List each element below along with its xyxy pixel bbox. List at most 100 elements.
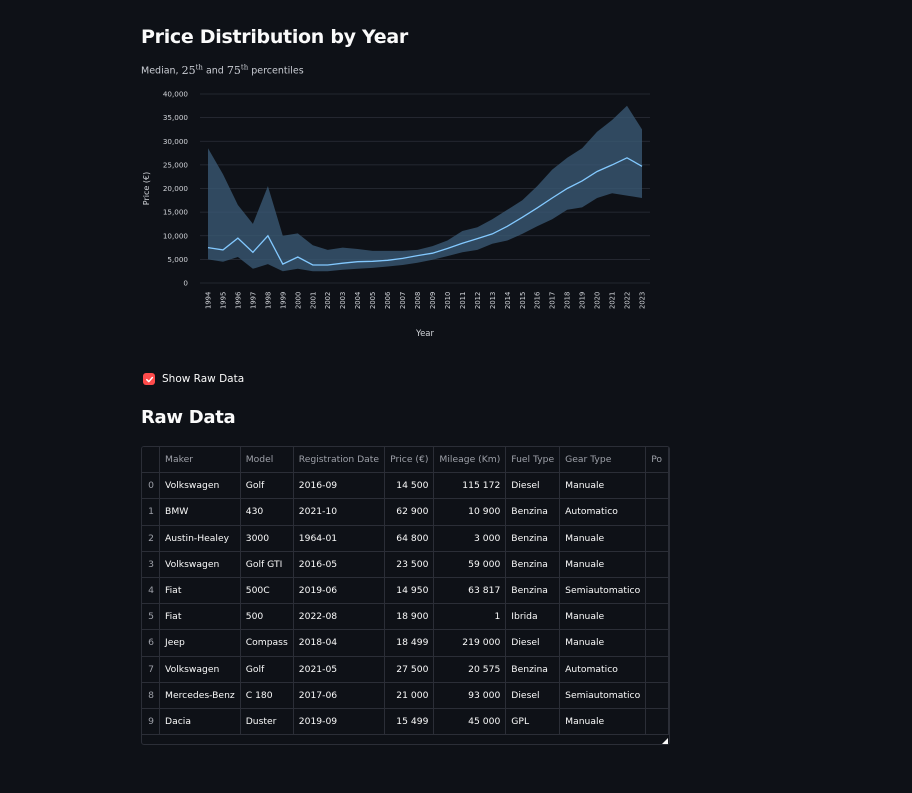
cell-registration-date[interactable]: 2018-04 [293,629,386,657]
col-header-power[interactable]: Po [645,447,669,474]
cell-mileage[interactable]: 3 000 [433,525,507,552]
cell-maker[interactable]: Volkswagen [159,472,241,500]
cell-maker[interactable]: Volkswagen [159,656,241,683]
row-index[interactable]: 7 [142,656,161,683]
cell-mileage[interactable]: 59 000 [433,551,507,578]
cell-power[interactable] [645,708,669,736]
cell-model[interactable]: 3000 [240,525,294,552]
row-index[interactable]: 9 [142,708,161,736]
cell-maker[interactable]: Jeep [159,629,241,657]
col-header-maker[interactable]: Maker [159,447,241,474]
table-row[interactable]: 3 Volkswagen Golf GTI 2016-05 23 500 59 000 Be… [142,551,669,578]
col-header-fuel-type[interactable]: Fuel Type [505,447,561,474]
cell-mileage[interactable]: 93 000 [433,682,507,709]
cell-model[interactable]: Golf [240,472,294,500]
cell-fuel-type[interactable]: Benzina [505,551,561,578]
cell-gear-type[interactable]: Semiautomatico [559,682,647,709]
cell-model[interactable]: Golf [240,656,294,683]
col-header-model[interactable]: Model [240,447,294,474]
cell-gear-type[interactable]: Manuale [559,472,647,500]
cell-mileage[interactable]: 10 900 [433,498,507,526]
cell-registration-date[interactable]: 2016-09 [293,472,386,500]
row-index[interactable]: 4 [142,577,161,605]
cell-fuel-type[interactable]: Diesel [505,472,561,500]
checkbox-checked-icon[interactable] [143,373,155,385]
cell-maker[interactable]: Volkswagen [159,551,241,578]
cell-power[interactable] [645,472,669,500]
cell-mileage[interactable]: 20 575 [433,656,507,683]
col-header-gear-type[interactable]: Gear Type [559,447,647,474]
row-index[interactable]: 5 [142,603,161,631]
cell-registration-date[interactable]: 1964-01 [293,525,386,552]
col-header-registration-date[interactable]: Registration Date [293,447,386,474]
cell-power[interactable] [645,525,669,552]
cell-registration-date[interactable]: 2016-05 [293,551,386,578]
cell-model[interactable]: 430 [240,498,294,526]
cell-price[interactable]: 18 900 [384,603,435,631]
cell-gear-type[interactable]: Semiautomatico [559,577,647,605]
cell-price[interactable]: 23 500 [384,551,435,578]
cell-price[interactable]: 21 000 [384,682,435,709]
cell-model[interactable]: C 180 [240,682,294,709]
cell-fuel-type[interactable]: Diesel [505,682,561,709]
table-row[interactable]: 9 Dacia Duster 2019-09 15 499 45 000 GPL Manual… [142,708,669,736]
cell-fuel-type[interactable]: Benzina [505,498,561,526]
cell-model[interactable]: 500 [240,603,294,631]
cell-registration-date[interactable]: 2019-09 [293,708,386,736]
row-index[interactable]: 0 [142,472,161,500]
cell-power[interactable] [645,551,669,578]
table-row[interactable]: 0 Volkswagen Golf 2016-09 14 500 115 172 Diese… [142,472,669,500]
cell-registration-date[interactable]: 2022-08 [293,603,386,631]
row-index[interactable]: 3 [142,551,161,578]
cell-mileage[interactable]: 45 000 [433,708,507,736]
row-index[interactable]: 6 [142,629,161,657]
cell-gear-type[interactable]: Automatico [559,656,647,683]
cell-maker[interactable]: Dacia [159,708,241,736]
show-raw-data-checkbox[interactable]: Show Raw Data [143,373,244,385]
cell-fuel-type[interactable]: Ibrida [505,603,561,631]
table-row[interactable]: 5 Fiat 500 2022-08 18 900 1 Ibrida Manuale [142,603,669,631]
cell-power[interactable] [645,498,669,526]
cell-registration-date[interactable]: 2021-05 [293,656,386,683]
cell-fuel-type[interactable]: Diesel [505,629,561,657]
cell-registration-date[interactable]: 2017-06 [293,682,386,709]
cell-maker[interactable]: Austin-Healey [159,525,241,552]
cell-price[interactable]: 27 500 [384,656,435,683]
cell-model[interactable]: Compass [240,629,294,657]
cell-model[interactable]: Golf GTI [240,551,294,578]
cell-price[interactable]: 18 499 [384,629,435,657]
cell-maker[interactable]: Fiat [159,603,241,631]
row-index[interactable]: 8 [142,682,161,709]
cell-price[interactable]: 14 950 [384,577,435,605]
cell-registration-date[interactable]: 2021-10 [293,498,386,526]
cell-gear-type[interactable]: Manuale [559,551,647,578]
cell-gear-type[interactable]: Automatico [559,498,647,526]
cell-model[interactable]: 500C [240,577,294,605]
cell-mileage[interactable]: 115 172 [433,472,507,500]
cell-power[interactable] [645,656,669,683]
col-header-price[interactable]: Price (€) [384,447,435,474]
cell-price[interactable]: 14 500 [384,472,435,500]
cell-power[interactable] [645,682,669,709]
table-row[interactable]: 6 Jeep Compass 2018-04 18 499 219 000 Diesel Ma… [142,629,669,657]
price-distribution-chart[interactable]: 0 5,000 10,000 15,000 20,000 25,000 30,000 35,0… [138,86,658,346]
row-index[interactable]: 2 [142,525,161,552]
cell-gear-type[interactable]: Manuale [559,603,647,631]
cell-mileage[interactable]: 1 [433,603,507,631]
table-resize-handle[interactable] [662,738,668,744]
cell-maker[interactable]: Mercedes-Benz [159,682,241,709]
cell-fuel-type[interactable]: Benzina [505,525,561,552]
cell-fuel-type[interactable]: Benzina [505,577,561,605]
cell-power[interactable] [645,603,669,631]
cell-price[interactable]: 15 499 [384,708,435,736]
raw-data-table[interactable]: Maker Model Registration Date Price (€) … [141,446,670,745]
cell-price[interactable]: 62 900 [384,498,435,526]
cell-mileage[interactable]: 219 000 [433,629,507,657]
table-row[interactable]: 4 Fiat 500C 2019-06 14 950 63 817 Benzina Semia… [142,577,669,605]
table-row[interactable]: 2 Austin-Healey 3000 1964-01 64 800 3 000 Benz… [142,525,669,552]
cell-price[interactable]: 64 800 [384,525,435,552]
table-row[interactable]: 8 Mercedes-Benz C 180 2017-06 21 000 93 000 Di… [142,682,669,709]
cell-gear-type[interactable]: Manuale [559,708,647,736]
col-header-mileage[interactable]: Mileage (Km) [433,447,507,474]
cell-gear-type[interactable]: Manuale [559,629,647,657]
